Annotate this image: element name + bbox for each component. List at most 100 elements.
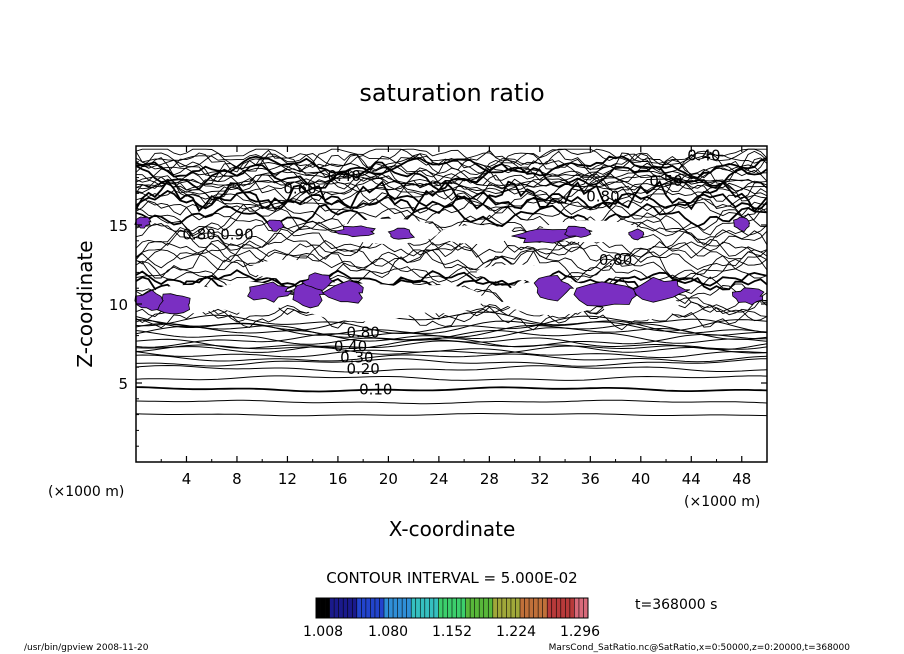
colorbar-cell xyxy=(488,598,493,618)
contour-line xyxy=(135,333,768,348)
unsaturated-gap xyxy=(394,285,484,314)
colorbar-cell xyxy=(506,598,511,618)
colorbar-cell xyxy=(461,598,466,618)
supersaturated-region xyxy=(157,293,191,315)
contour-line xyxy=(135,386,768,393)
contour-interval-text: CONTOUR INTERVAL = 5.000E-02 xyxy=(326,569,577,587)
contour-line xyxy=(135,337,768,351)
colorbar-cell xyxy=(456,598,462,618)
contour-line xyxy=(135,182,768,210)
x-tick-label: 24 xyxy=(429,470,448,488)
footer-right: MarsCond_SatRatio.nc@SatRatio,x=0:50000,… xyxy=(549,643,851,653)
colorbar-cell xyxy=(483,598,489,618)
contour-label: 0.40 xyxy=(687,146,720,164)
supersaturated-region xyxy=(633,276,691,303)
supersaturated-regions xyxy=(134,216,765,322)
colorbar-cell xyxy=(533,598,539,618)
contour-line xyxy=(135,248,768,271)
x-tick-label: 16 xyxy=(328,470,347,488)
contour-label: 0.30 xyxy=(340,349,373,367)
x-tick-label: 12 xyxy=(278,470,297,488)
contour-line xyxy=(135,348,768,359)
colorbar-cell xyxy=(542,598,548,618)
colorbar-tick-label: 1.224 xyxy=(496,624,536,640)
supersaturated-region xyxy=(247,281,294,303)
contour-line xyxy=(135,150,768,183)
x-tick-label: 28 xyxy=(480,470,499,488)
colorbar-ticks: 1.008 1.080 1.152 1.224 1.296 xyxy=(303,624,600,640)
contour-line xyxy=(135,303,768,324)
colorbar-cell xyxy=(429,598,434,618)
y-tick-label: 15 xyxy=(109,217,128,235)
colorbar-cell xyxy=(402,598,407,618)
colorbar-cell xyxy=(438,598,443,618)
supersaturated-region xyxy=(731,287,765,306)
contour-label: 0.60 xyxy=(283,180,316,198)
contour-line xyxy=(135,173,768,194)
x-tick-label: 4 xyxy=(182,470,192,488)
colorbar-cell xyxy=(497,598,502,618)
contour-line xyxy=(135,189,768,210)
colorbar-cell xyxy=(442,598,448,618)
x-tick-label: 8 xyxy=(232,470,242,488)
contour-line xyxy=(135,198,768,222)
x-tick-label: 48 xyxy=(732,470,751,488)
contour-label: 0.10 xyxy=(359,380,392,398)
colorbar-cell xyxy=(388,598,394,618)
supersaturated-region xyxy=(387,227,416,240)
contour-label: 0.40 xyxy=(334,338,367,356)
contour-label: 0.50 xyxy=(649,172,682,190)
x-tick-label: 36 xyxy=(581,470,600,488)
contour-line xyxy=(135,170,768,190)
colorbar-cell xyxy=(420,598,425,618)
colorbar-cell xyxy=(343,598,348,618)
x-tick-label: 20 xyxy=(379,470,398,488)
colorbar-frame xyxy=(315,597,589,619)
x-tick-label: 44 xyxy=(682,470,701,488)
colorbar-cell xyxy=(583,598,588,618)
colorbar-cell xyxy=(415,598,421,618)
colorbar-cell xyxy=(565,598,570,618)
colorbar-cell xyxy=(316,598,321,618)
x-tick-label: 32 xyxy=(530,470,549,488)
contour-label: 0.40 xyxy=(328,167,361,185)
contour-line xyxy=(135,264,768,285)
supersaturated-region xyxy=(266,219,285,232)
colorbar-cell xyxy=(560,598,566,618)
contour-line xyxy=(135,176,768,205)
x-tick-label: 40 xyxy=(631,470,650,488)
colorbar-cell xyxy=(538,598,543,618)
contour-line xyxy=(135,149,768,173)
contour-line xyxy=(135,314,768,335)
colorbar-cell xyxy=(452,598,457,618)
unsaturated-gap xyxy=(438,225,515,244)
colorbar-cell xyxy=(492,598,498,618)
colorbar-cell xyxy=(447,598,452,618)
time-label: t=368000 s xyxy=(635,597,717,613)
colorbar-tick-label: 1.008 xyxy=(303,624,343,640)
supersaturated-region xyxy=(533,275,575,302)
colorbar-cell xyxy=(520,598,525,618)
contour-label: 0.80 xyxy=(346,323,379,341)
footer-left: /usr/bin/gpview 2008-11-20 xyxy=(24,643,149,653)
colorbar-cell xyxy=(479,598,484,618)
colorbar-tick-label: 1.080 xyxy=(368,624,408,640)
contour-line xyxy=(135,217,768,241)
contour-line xyxy=(135,196,768,217)
supersaturated-region xyxy=(134,289,164,311)
unsaturated-gap xyxy=(476,264,553,281)
colorbar-cell xyxy=(320,598,326,618)
colorbar-cell xyxy=(515,598,520,618)
colorbar-cell xyxy=(361,598,366,618)
contour-line xyxy=(135,329,768,345)
colorbar-cell xyxy=(384,598,389,618)
colorbar-cell xyxy=(551,598,557,618)
colorbar-cell xyxy=(470,598,475,618)
colorbar-cell xyxy=(501,598,507,618)
colorbar-cell xyxy=(578,598,584,618)
contour-line xyxy=(135,164,768,180)
contour-labels: 0.100.200.300.400.800.80 0.900.600.400.80… xyxy=(182,146,720,398)
colorbar-cell xyxy=(524,598,530,618)
contour-line xyxy=(135,358,768,367)
contour-line xyxy=(135,413,768,417)
